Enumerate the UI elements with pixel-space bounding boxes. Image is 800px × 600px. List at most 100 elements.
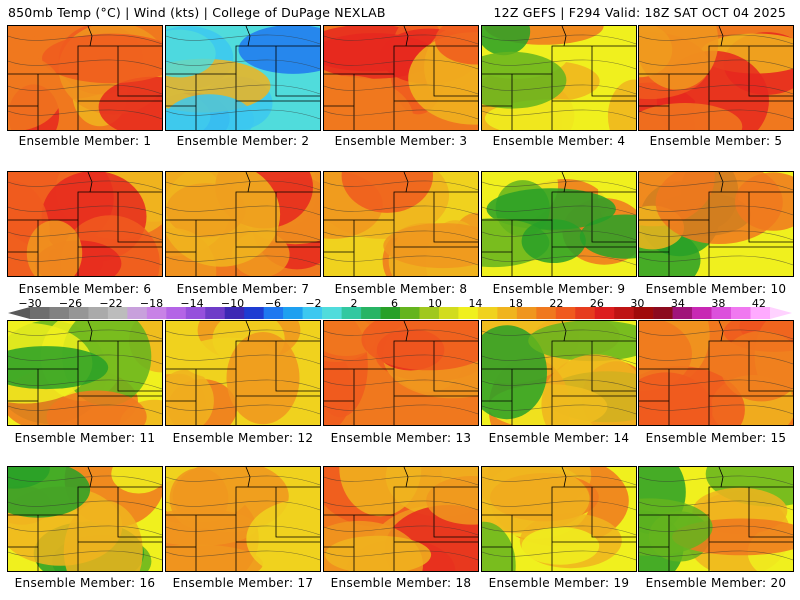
colorbar-tick-label: −14 [180,297,204,310]
colorbar-swatch [224,307,245,319]
member-caption: Ensemble Member: 11 [14,431,156,445]
colorbar-swatch [731,307,751,319]
colorbar-tick-label: 10 [427,297,442,310]
member-caption: Ensemble Member: 14 [488,431,630,445]
temperature-field [482,321,636,425]
member-caption: Ensemble Member: 1 [18,134,152,148]
colorbar-tick-label: −22 [99,297,123,310]
colorbar-swatch [127,307,148,319]
member-map-11 [7,320,163,426]
temperature-field [639,467,793,571]
member-caption: Ensemble Member: 16 [14,576,156,590]
member-caption: Ensemble Member: 3 [334,134,468,148]
colorbar-swatch [263,307,284,319]
colorbar-swatch [711,307,732,319]
colorbar-tick-label: 30 [630,297,645,310]
colorbar-swatch [555,307,576,319]
colorbar-tick-label: 6 [390,297,398,310]
colorbar-swatch [205,307,226,319]
valid-time: 12Z GEFS | F294 Valid: 18Z SAT OCT 04 20… [493,5,786,20]
member-caption: Ensemble Member: 12 [172,431,314,445]
temperature-colorbar [8,307,792,319]
temperature-field [8,321,162,425]
colorbar-swatch [380,307,401,319]
temperature-field [324,172,478,276]
colorbar-swatch [672,307,693,319]
colorbar-swatch [322,307,342,319]
temperature-field [166,467,320,571]
colorbar-tick-label: −26 [58,297,83,310]
colorbar-swatch [244,307,264,319]
colorbar-swatch [341,307,362,319]
colorbar-swatch [750,307,771,319]
colorbar-tick-label: 38 [711,297,726,310]
member-map-15 [638,320,794,426]
colorbar-swatch [653,307,673,319]
colorbar-swatch [302,307,323,319]
temperature-field [166,26,320,130]
colorbar-swatch [166,307,187,319]
colorbar-min-arrow [8,307,30,319]
temperature-field [482,467,636,571]
temperature-field [324,467,478,571]
member-caption: Ensemble Member: 10 [645,282,787,296]
member-map-20 [638,466,794,572]
colorbar-swatch [438,307,459,319]
member-map-4 [481,25,637,131]
member-map-8 [323,171,479,277]
colorbar-swatch [419,307,440,319]
colorbar-swatch [283,307,303,319]
colorbar-swatch [400,307,420,319]
colorbar-swatch [516,307,537,319]
colorbar-swatch [458,307,479,319]
temperature-field [8,26,162,130]
colorbar-swatch [107,307,128,319]
member-map-17 [165,466,321,572]
colorbar-swatch [185,307,206,319]
colorbar-tick-label: 26 [589,297,604,310]
member-map-1 [7,25,163,131]
temperature-field [639,172,793,276]
colorbar-tick-label: −18 [139,297,164,310]
member-map-9 [481,171,637,277]
colorbar-swatch [614,307,634,319]
colorbar-swatch [536,307,557,319]
colorbar-max-arrow [770,307,792,319]
temperature-field [8,467,162,571]
temperature-field [324,26,478,130]
member-caption: Ensemble Member: 15 [645,431,787,445]
temperature-field [482,26,636,130]
temperature-field [639,26,793,130]
member-map-16 [7,466,163,572]
temperature-field [482,172,636,276]
colorbar-tick-label: 42 [751,297,766,310]
member-map-5 [638,25,794,131]
member-caption: Ensemble Member: 20 [645,576,787,590]
colorbar-tick-label: 34 [670,297,685,310]
colorbar-tick-label: 18 [508,297,523,310]
colorbar-tick-label: 2 [350,297,358,310]
member-map-13 [323,320,479,426]
temperature-field [166,172,320,276]
temperature-field [639,321,793,425]
colorbar-swatch [692,307,712,319]
member-map-10 [638,171,794,277]
colorbar-tick-label: −10 [220,297,245,310]
colorbar-swatch [361,307,381,319]
member-caption: Ensemble Member: 13 [330,431,472,445]
temperature-field [166,321,320,425]
member-map-19 [481,466,637,572]
temperature-field [324,321,478,425]
member-caption: Ensemble Member: 18 [330,576,472,590]
colorbar-swatch [30,307,50,319]
member-caption: Ensemble Member: 6 [18,282,152,296]
member-caption: Ensemble Member: 5 [649,134,783,148]
colorbar-swatch [633,307,654,319]
map-title: 850mb Temp (°C) | Wind (kts) | College o… [8,5,386,20]
member-caption: Ensemble Member: 7 [176,282,310,296]
colorbar-swatch [575,307,596,319]
member-map-6 [7,171,163,277]
colorbar-swatch [88,307,109,319]
colorbar-tick-label: −2 [305,297,322,310]
colorbar-tick-label: 22 [549,297,564,310]
